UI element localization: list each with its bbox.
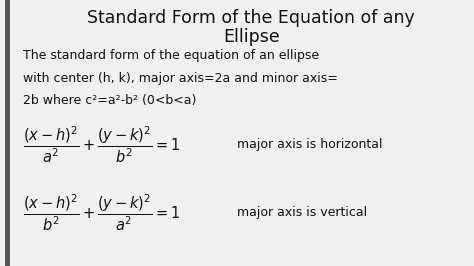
Bar <box>5 0 10 266</box>
Text: Ellipse: Ellipse <box>223 28 280 46</box>
Text: major axis is horizontal: major axis is horizontal <box>237 139 383 151</box>
Text: major axis is vertical: major axis is vertical <box>237 206 367 219</box>
Text: $\dfrac{(x-h)^2}{a^2} + \dfrac{(y-k)^2}{b^2} = 1$: $\dfrac{(x-h)^2}{a^2} + \dfrac{(y-k)^2}{… <box>23 124 180 165</box>
Text: 2b where c²=a²-b² (0<b<a): 2b where c²=a²-b² (0<b<a) <box>23 94 196 107</box>
Text: The standard form of the equation of an ellipse: The standard form of the equation of an … <box>23 49 319 62</box>
Text: Standard Form of the Equation of any: Standard Form of the Equation of any <box>87 9 415 27</box>
Text: with center (h, k), major axis=2a and minor axis=: with center (h, k), major axis=2a and mi… <box>23 72 337 85</box>
Text: $\dfrac{(x-h)^2}{b^2} + \dfrac{(y-k)^2}{a^2} = 1$: $\dfrac{(x-h)^2}{b^2} + \dfrac{(y-k)^2}{… <box>23 192 180 233</box>
